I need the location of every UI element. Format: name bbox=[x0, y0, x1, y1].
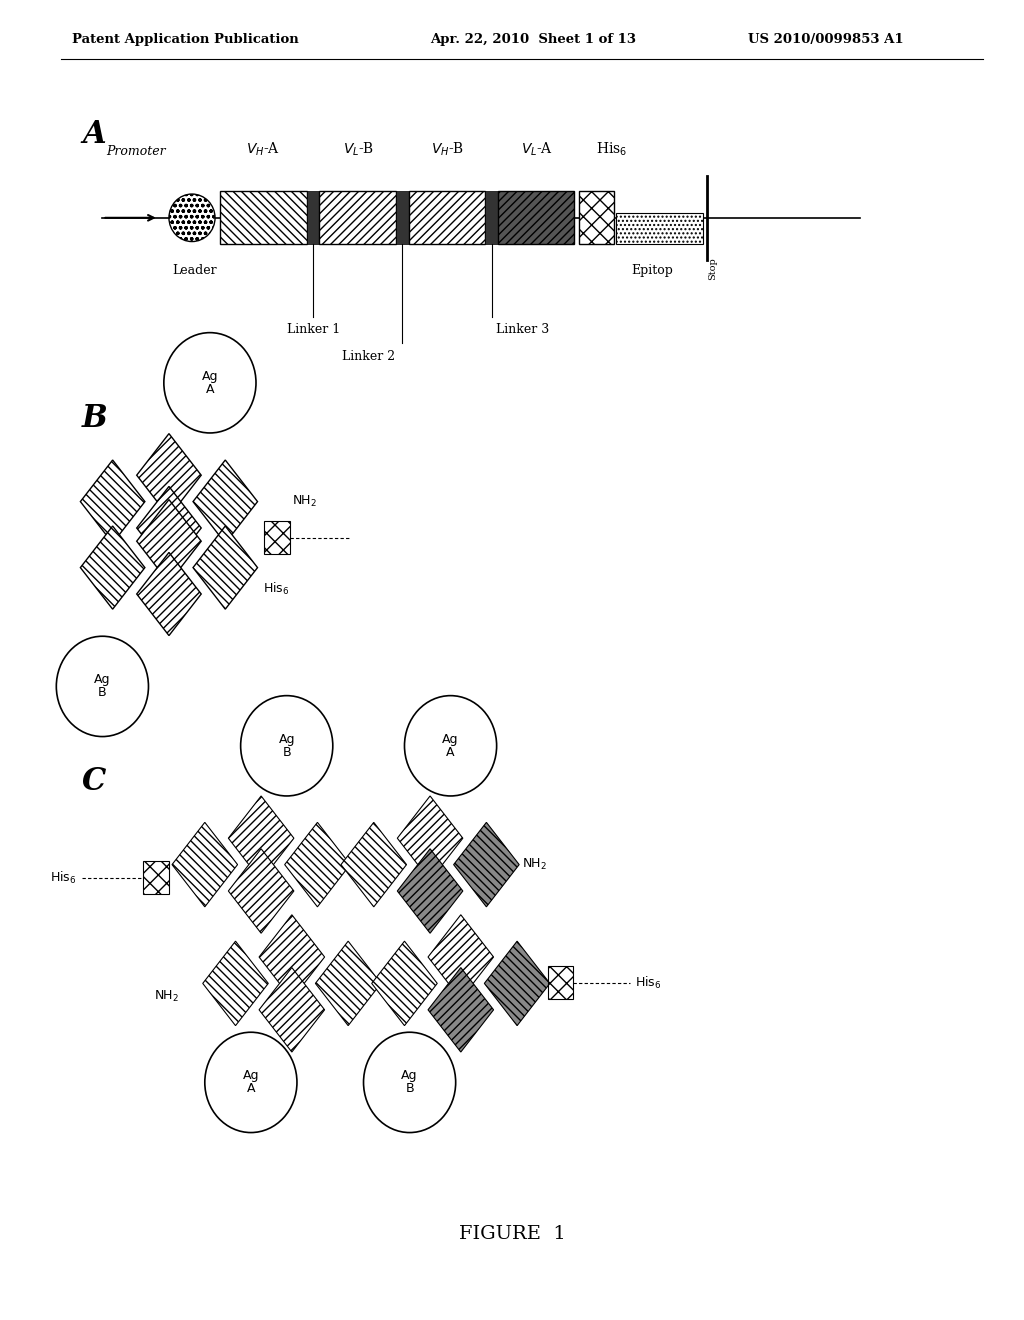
Text: A: A bbox=[82, 119, 105, 149]
Text: Linker 2: Linker 2 bbox=[342, 350, 395, 363]
Text: NH$_2$: NH$_2$ bbox=[522, 857, 547, 873]
Polygon shape bbox=[137, 553, 201, 636]
Polygon shape bbox=[193, 461, 258, 544]
Polygon shape bbox=[259, 915, 325, 999]
Polygon shape bbox=[341, 822, 407, 907]
Bar bbox=[220, 191, 307, 244]
Polygon shape bbox=[397, 849, 463, 933]
Polygon shape bbox=[454, 822, 519, 907]
Polygon shape bbox=[172, 822, 238, 907]
Text: B: B bbox=[98, 686, 106, 700]
Text: NH$_2$: NH$_2$ bbox=[155, 989, 179, 1005]
Text: $V_H$-B: $V_H$-B bbox=[431, 141, 464, 158]
Text: FIGURE  1: FIGURE 1 bbox=[459, 1225, 565, 1243]
Text: Epitop: Epitop bbox=[632, 264, 673, 277]
Text: His$_6$: His$_6$ bbox=[263, 581, 290, 597]
Text: Ag: Ag bbox=[401, 1069, 418, 1082]
Ellipse shape bbox=[241, 696, 333, 796]
Text: A: A bbox=[446, 746, 455, 759]
Text: Apr. 22, 2010  Sheet 1 of 13: Apr. 22, 2010 Sheet 1 of 13 bbox=[430, 33, 636, 46]
Bar bbox=[396, 191, 409, 244]
Polygon shape bbox=[137, 433, 201, 516]
Text: Ag: Ag bbox=[243, 1069, 259, 1082]
Text: B: B bbox=[82, 403, 108, 433]
Text: Ag: Ag bbox=[202, 370, 218, 383]
Text: US 2010/0099853 A1: US 2010/0099853 A1 bbox=[748, 33, 903, 46]
Polygon shape bbox=[80, 461, 145, 544]
Text: C: C bbox=[82, 766, 106, 796]
Polygon shape bbox=[428, 915, 494, 999]
Polygon shape bbox=[193, 527, 258, 610]
Polygon shape bbox=[484, 941, 550, 1026]
Text: $V_L$-A: $V_L$-A bbox=[520, 141, 553, 158]
Polygon shape bbox=[228, 849, 294, 933]
Bar bbox=[143, 861, 169, 894]
Text: Ag: Ag bbox=[442, 733, 459, 746]
Bar bbox=[409, 191, 485, 244]
Polygon shape bbox=[428, 968, 494, 1052]
Bar bbox=[485, 191, 498, 244]
Polygon shape bbox=[372, 941, 437, 1026]
Text: B: B bbox=[406, 1082, 414, 1096]
Text: Leader: Leader bbox=[172, 264, 217, 277]
Polygon shape bbox=[80, 527, 145, 610]
Bar bbox=[307, 191, 319, 244]
Text: $V_L$-B: $V_L$-B bbox=[343, 141, 374, 158]
Text: $V_H$-A: $V_H$-A bbox=[246, 141, 281, 158]
Text: His$_6$: His$_6$ bbox=[635, 975, 662, 991]
Ellipse shape bbox=[404, 696, 497, 796]
Text: His$_6$: His$_6$ bbox=[50, 870, 77, 886]
Text: A: A bbox=[206, 383, 214, 396]
Text: Stop: Stop bbox=[709, 257, 718, 280]
Polygon shape bbox=[137, 487, 201, 570]
Bar bbox=[264, 521, 290, 554]
Polygon shape bbox=[203, 941, 268, 1026]
Text: Ag: Ag bbox=[279, 733, 295, 746]
Bar bbox=[579, 191, 614, 244]
Text: NH$_2$: NH$_2$ bbox=[292, 494, 316, 510]
Ellipse shape bbox=[56, 636, 148, 737]
Polygon shape bbox=[397, 796, 463, 880]
Ellipse shape bbox=[169, 194, 215, 242]
Text: His$_6$: His$_6$ bbox=[596, 141, 627, 158]
Text: Promoter: Promoter bbox=[106, 145, 166, 158]
Ellipse shape bbox=[364, 1032, 456, 1133]
Text: Linker 1: Linker 1 bbox=[287, 323, 340, 337]
Bar bbox=[548, 966, 573, 999]
Ellipse shape bbox=[164, 333, 256, 433]
Polygon shape bbox=[315, 941, 381, 1026]
Text: Linker 3: Linker 3 bbox=[496, 323, 549, 337]
Text: A: A bbox=[247, 1082, 255, 1096]
Text: Ag: Ag bbox=[94, 673, 111, 686]
Text: B: B bbox=[283, 746, 291, 759]
Bar bbox=[616, 213, 703, 244]
Bar bbox=[319, 191, 396, 244]
Polygon shape bbox=[137, 500, 201, 583]
Polygon shape bbox=[228, 796, 294, 880]
Polygon shape bbox=[285, 822, 350, 907]
Bar bbox=[498, 191, 574, 244]
Ellipse shape bbox=[205, 1032, 297, 1133]
Text: Patent Application Publication: Patent Application Publication bbox=[72, 33, 298, 46]
Polygon shape bbox=[259, 968, 325, 1052]
